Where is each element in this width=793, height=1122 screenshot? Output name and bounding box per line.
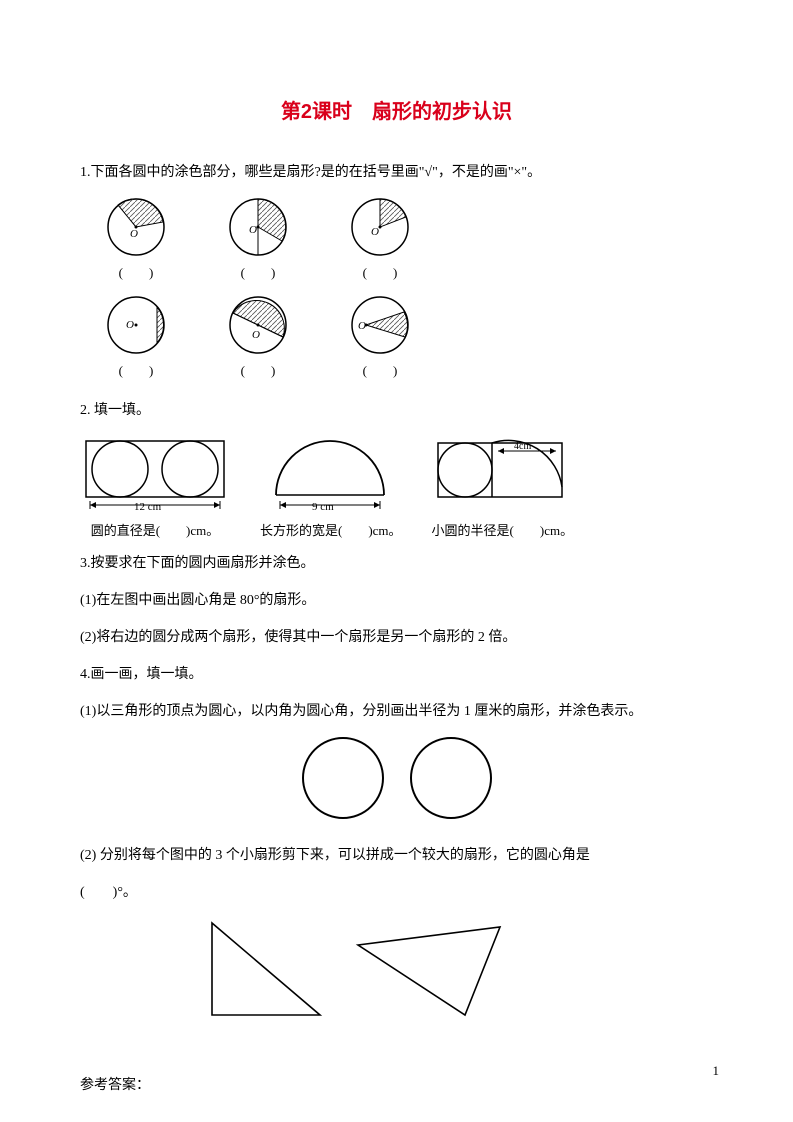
q2-fig1: 12 cm bbox=[80, 437, 230, 515]
circle-blank-1 bbox=[298, 733, 388, 823]
page-title: 第2课时 扇形的初步认识 bbox=[80, 90, 713, 134]
q1-fig2: O bbox=[222, 197, 294, 259]
answers-label: 参考答案： bbox=[80, 1071, 713, 1102]
paren: ( ) bbox=[100, 259, 172, 288]
q2-cap1: 圆的直径是( )cm。 bbox=[80, 517, 230, 546]
q4-text: 4.画一画，填一填。 bbox=[80, 660, 713, 691]
q1-row1: O ( ) O ( ) O ( ) bbox=[100, 197, 713, 288]
q1-fig3: O bbox=[344, 197, 416, 259]
q2-fig3: 4cm bbox=[432, 437, 572, 515]
q3-text: 3.按要求在下面的圆内画扇形并涂色。 bbox=[80, 549, 713, 580]
svg-text:O: O bbox=[252, 329, 260, 341]
triangle-row bbox=[200, 915, 713, 1025]
paren: ( ) bbox=[222, 357, 294, 386]
svg-text:4cm: 4cm bbox=[514, 441, 531, 452]
paren: ( ) bbox=[344, 357, 416, 386]
q2-cap3: 小圆的半径是( )cm。 bbox=[432, 517, 574, 546]
svg-text:O: O bbox=[249, 224, 257, 236]
paren: ( ) bbox=[100, 357, 172, 386]
svg-text:O: O bbox=[126, 319, 134, 331]
q1-fig1: O bbox=[100, 197, 172, 259]
q4-circles bbox=[80, 733, 713, 823]
q2-row: 12 cm 圆的直径是( )cm。 9 cm 长方形的宽是( )cm。 bbox=[80, 437, 713, 546]
svg-text:9 cm: 9 cm bbox=[312, 501, 334, 513]
svg-text:12 cm: 12 cm bbox=[134, 501, 162, 513]
q3-2: (2)将右边的圆分成两个扇形，使得其中一个扇形是另一个扇形的 2 倍。 bbox=[80, 623, 713, 654]
q1-fig4: O bbox=[100, 295, 172, 357]
q1-row2: O ( ) O ( ) O ( ) bbox=[100, 295, 713, 386]
q2-fig2: 9 cm bbox=[260, 437, 400, 515]
paren: ( ) bbox=[222, 259, 294, 288]
page-number: 1 bbox=[713, 1057, 720, 1086]
q1-fig5: O bbox=[222, 295, 294, 357]
paren: ( ) bbox=[344, 259, 416, 288]
circle-blank-2 bbox=[406, 733, 496, 823]
q4-2a: (2) 分别将每个图中的 3 个小扇形剪下来，可以拼成一个较大的扇形，它的圆心角… bbox=[80, 841, 713, 872]
svg-text:O: O bbox=[358, 320, 366, 332]
triangle-1 bbox=[200, 915, 330, 1025]
triangle-2 bbox=[350, 915, 510, 1025]
svg-text:O: O bbox=[371, 226, 379, 238]
svg-text:O: O bbox=[130, 228, 138, 240]
q2-cap2: 长方形的宽是( )cm。 bbox=[260, 517, 402, 546]
q1-fig6: O bbox=[344, 295, 416, 357]
q1-text: 1.下面各圆中的涂色部分，哪些是扇形?是的在括号里画"√"，不是的画"×"。 bbox=[80, 158, 713, 189]
q2-text: 2. 填一填。 bbox=[80, 396, 713, 427]
q4-1: (1)以三角形的顶点为圆心，以内角为圆心角，分别画出半径为 1 厘米的扇形，并涂… bbox=[80, 697, 713, 728]
q4-2b: ( )°。 bbox=[80, 878, 713, 909]
q3-1: (1)在左图中画出圆心角是 80°的扇形。 bbox=[80, 586, 713, 617]
